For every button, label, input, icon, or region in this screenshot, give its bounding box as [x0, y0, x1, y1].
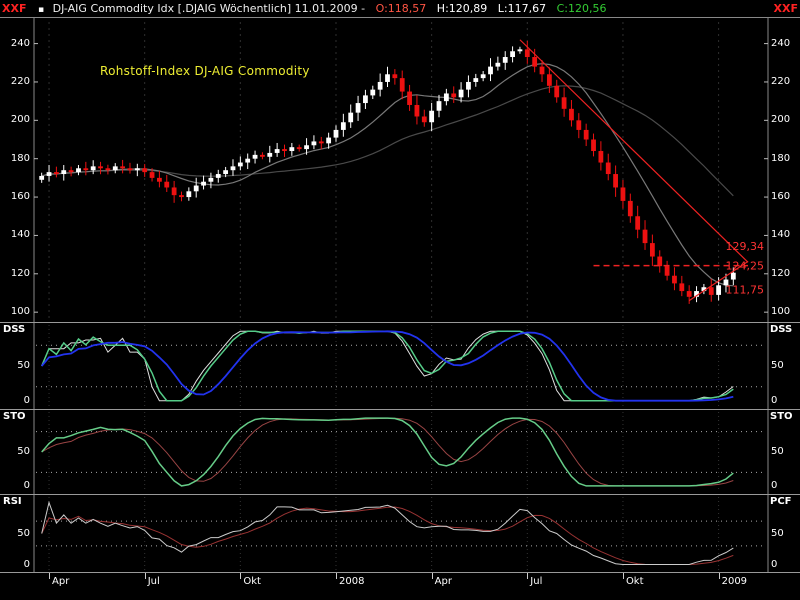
price-tick-label: 180 — [10, 152, 30, 164]
indicator-tick-label: 50 — [17, 446, 30, 457]
dss-slow-blue-line — [41, 330, 734, 402]
indicator-tick-label: 50 — [771, 446, 784, 457]
time-axis-label: 2009 — [721, 576, 748, 587]
time-axis[interactable]: Apr Jul Okt 2008 Apr Jul Okt 2009 — [0, 572, 800, 600]
time-axis-label: 2008 — [338, 576, 365, 587]
indicator-panel-dss[interactable]: DSS DSS 50 50 0 0 — [0, 322, 800, 409]
sma-slow-line — [41, 85, 734, 197]
price-tick-label: 240 — [771, 37, 791, 49]
rsi-main-line — [41, 500, 734, 565]
time-axis-tick — [335, 573, 337, 579]
dss-label-right: DSS — [770, 324, 793, 335]
rsi-label-right: PCF — [770, 496, 792, 507]
indicator-tick-label: 50 — [17, 360, 30, 371]
chart-header: ▪ DJ-AIG Commodity Idx [.DJAIG Wöchentli… — [0, 0, 800, 18]
dss-chart[interactable] — [0, 323, 800, 409]
time-axis-label: Okt — [243, 576, 261, 587]
sto-chart[interactable] — [0, 410, 800, 494]
price-tick-label: 100 — [771, 306, 791, 318]
rsi-chart[interactable] — [0, 495, 800, 572]
price-annotation: 111,75 — [726, 284, 765, 297]
time-axis-tick — [527, 573, 529, 579]
price-annotation: 124,25 — [726, 260, 765, 273]
price-tick-label: 220 — [10, 75, 30, 87]
dss-fast-green-line — [41, 330, 734, 402]
time-axis-label: Apr — [52, 576, 70, 587]
indicator-tick-label: 0 — [771, 479, 778, 491]
price-tick-label: 100 — [10, 306, 30, 318]
sto-label-right: STO — [770, 411, 793, 422]
instrument-title: DJ-AIG Commodity Idx [.DJAIG Wöchentlich… — [52, 2, 366, 15]
dss-fast-white-line — [41, 330, 734, 402]
dss-label-left: DSS — [3, 324, 26, 335]
time-axis-tick — [622, 573, 624, 579]
vertical-gridlines — [48, 22, 720, 318]
time-axis-label: Jul — [530, 576, 543, 587]
indicator-tick-label: 50 — [771, 527, 784, 539]
sto-signal-line — [41, 417, 734, 487]
watermark-top-left: XXF — [2, 2, 27, 15]
price-tick-label: 120 — [771, 267, 791, 279]
indicator-tick-label: 0 — [771, 558, 778, 570]
price-tick-label: 140 — [771, 229, 791, 241]
time-axis-tick — [431, 573, 433, 579]
time-axis-tick — [240, 573, 242, 579]
low-value: L:117,67 — [497, 2, 547, 15]
price-tick-label: 180 — [771, 152, 791, 164]
sto-main-line — [41, 417, 734, 487]
rsi-signal-line — [41, 506, 734, 565]
time-axis-label: Jul — [147, 576, 160, 587]
indicator-panel-rsi[interactable]: RSI PCF 50 50 0 0 — [0, 494, 800, 572]
price-chart-panel[interactable]: 129,34 124,25 111,75 Rohstoff-Index DJ-AIG… — [0, 18, 800, 322]
price-tick-label: 200 — [771, 114, 791, 126]
time-axis-tick — [718, 573, 720, 579]
wedge-support-line — [688, 260, 749, 302]
down-trendline — [519, 39, 749, 263]
candlestick-chart[interactable]: 129,34 124,25 111,75 — [0, 18, 800, 322]
indicator-panel-sto[interactable]: STO STO 50 50 0 0 — [0, 409, 800, 494]
sto-label-left: STO — [3, 411, 26, 422]
high-value: H:120,89 — [436, 2, 488, 15]
time-axis-label: Apr — [434, 576, 452, 587]
indicator-tick-label: 0 — [771, 394, 778, 406]
instrument-bullet-icon: ▪ — [38, 5, 45, 15]
open-value: O:118,57 — [375, 2, 427, 15]
price-tick-label: 240 — [10, 37, 30, 49]
price-tick-label: 220 — [771, 75, 791, 87]
time-axis-tick — [144, 573, 146, 579]
indicator-tick-label: 0 — [23, 394, 30, 406]
price-tick-label: 160 — [771, 191, 791, 203]
close-value: C:120,56 — [556, 2, 607, 15]
rsi-label-left: RSI — [3, 496, 22, 507]
indicator-tick-label: 0 — [23, 558, 30, 570]
price-annotation: 129,34 — [726, 240, 765, 253]
time-axis-tick — [49, 573, 51, 579]
indicator-tick-label: 0 — [23, 479, 30, 491]
price-tick-label: 160 — [10, 191, 30, 203]
indicator-tick-label: 50 — [17, 527, 30, 539]
price-tick-label: 200 — [10, 114, 30, 126]
price-tick-label: 120 — [10, 267, 30, 279]
candles — [39, 40, 736, 304]
time-axis-label: Okt — [625, 576, 644, 587]
watermark-top-right: XXF — [773, 2, 798, 15]
chart-watermark-label: Rohstoff-Index DJ-AIG Commodity — [100, 64, 310, 78]
indicator-tick-label: 50 — [771, 360, 784, 371]
sma-fast-line — [41, 63, 734, 287]
price-tick-label: 140 — [10, 229, 30, 241]
